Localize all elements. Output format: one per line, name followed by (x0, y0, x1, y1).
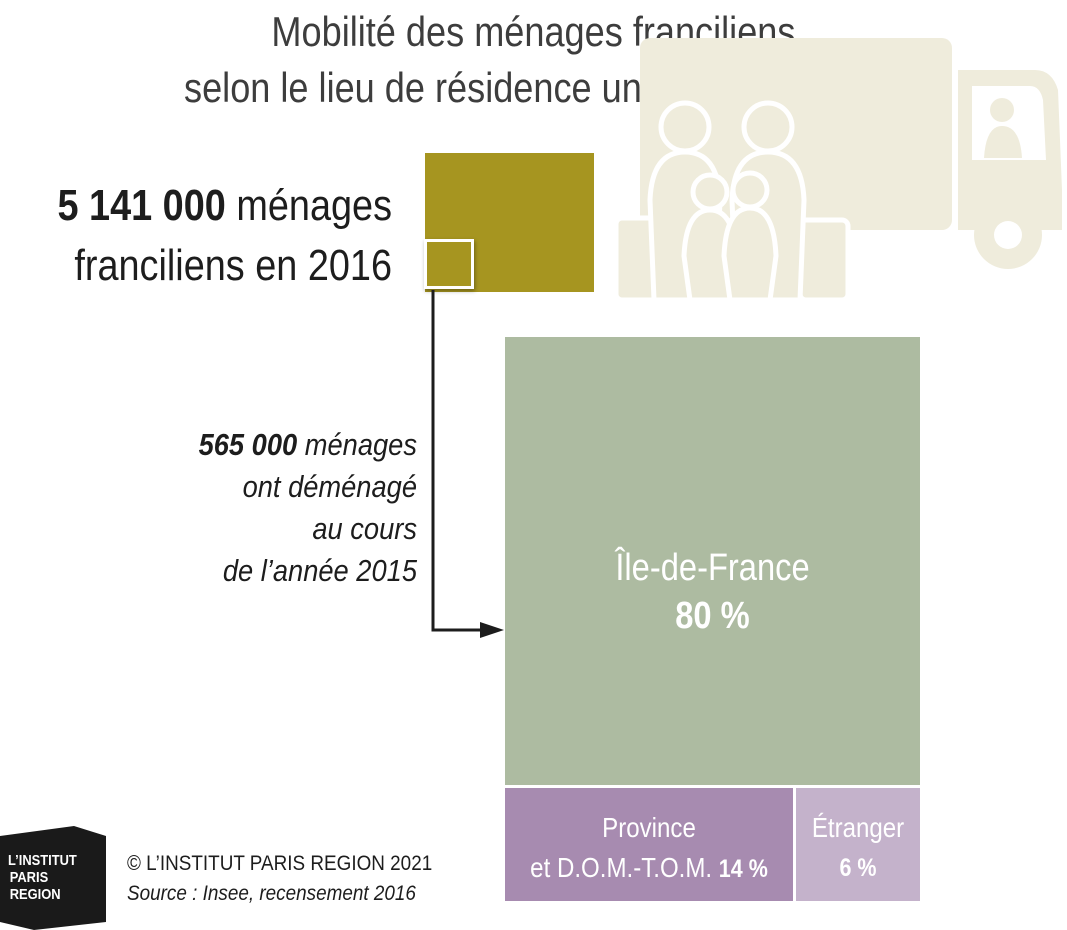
total-households-text1: ménages (225, 181, 392, 230)
etranger-label: Étranger (811, 812, 905, 843)
province-percentage: 14 % (718, 855, 768, 883)
idf-label: Île-de-France (615, 547, 810, 589)
moved-households-highlight (424, 239, 474, 289)
moved-households-text1: ménages (297, 427, 417, 462)
moved-households-label: 565 000 ménages ont déménagé au cours de… (138, 424, 417, 592)
total-households-label: 5 141 000 ménages franciliens en 2016 (55, 176, 392, 296)
source-text: Source : Insee, recensement 2016 (127, 882, 416, 905)
institut-paris-region-logo (0, 826, 106, 930)
origin-treemap: Île-de-France 80 % Province et D.O.M.-T.… (505, 337, 920, 901)
logo-text-line3: REGION (9, 886, 61, 903)
logo-text-line1: L’INSTITUT (8, 852, 77, 869)
moved-households-text3: au cours (312, 511, 417, 546)
idf-percentage: 80 % (675, 595, 750, 637)
total-households-block (425, 153, 594, 292)
etranger-percentage: 6 % (839, 854, 877, 882)
total-households-number: 5 141 000 (57, 181, 226, 230)
treemap-block-province: Province et D.O.M.-T.O.M. 14 % (505, 788, 793, 901)
family-moving-truck-icon (613, 38, 1062, 300)
footer: © L’INSTITUT PARIS REGION 2021 Source : … (127, 849, 432, 909)
moved-households-text4: de l’année 2015 (222, 553, 417, 588)
copyright-text: © L’INSTITUT PARIS REGION 2021 (127, 852, 433, 875)
province-label-line1: Province (602, 812, 696, 843)
treemap-block-etranger: Étranger 6 % (796, 788, 920, 901)
treemap-block-ile-de-france: Île-de-France 80 % (505, 337, 920, 785)
moved-households-number: 565 000 (198, 427, 298, 462)
moved-households-text2: ont déménagé (242, 469, 417, 504)
province-label-line2: et D.O.M.-T.O.M. (530, 852, 713, 883)
arrow-right-icon (431, 290, 504, 638)
logo-text-line2: PARIS (9, 869, 49, 886)
logo-text: L’INSTITUT PARIS REGION (8, 852, 77, 903)
total-households-text2: franciliens en 2016 (74, 241, 392, 290)
